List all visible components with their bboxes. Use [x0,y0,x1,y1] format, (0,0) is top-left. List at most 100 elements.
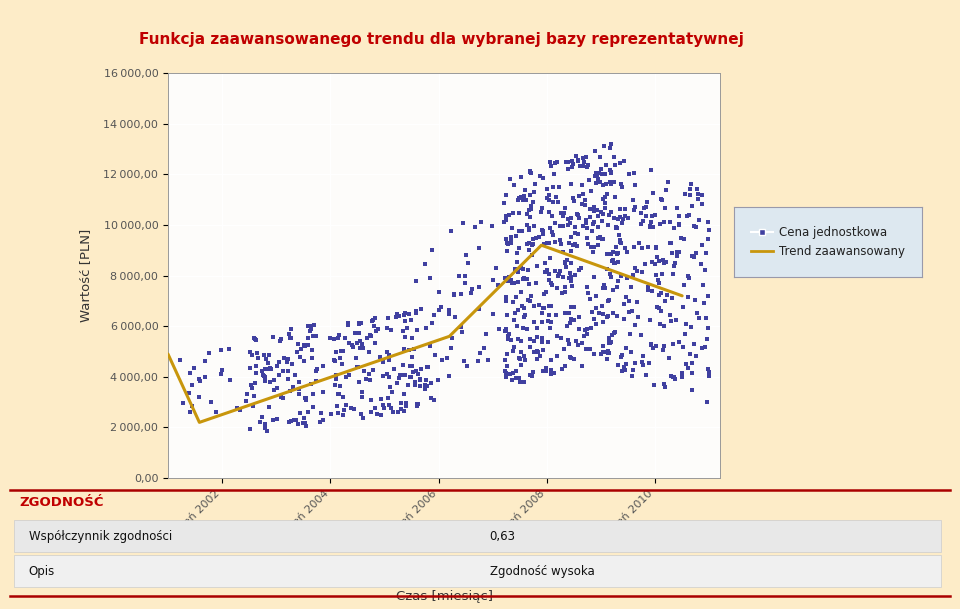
Point [609,248,624,258]
Point [389,378,404,388]
Point [652,290,667,300]
Point [213,345,228,355]
Point [534,208,549,217]
Point [544,227,560,236]
Point [291,378,306,387]
Point [684,201,699,211]
Point [574,361,589,371]
Point [676,234,691,244]
Point [290,339,305,348]
Point [547,266,563,276]
Point [549,283,564,293]
Point [591,168,607,178]
Point [556,247,571,257]
Point [379,347,395,357]
Point [344,340,359,350]
Point [517,185,533,195]
Point [547,158,563,167]
Point [471,243,487,253]
Point [283,416,299,426]
Point [617,244,633,253]
Point [586,242,601,252]
Point [534,334,549,343]
Point [694,240,709,250]
Point [332,381,348,391]
Point [519,209,535,219]
Point [659,290,674,300]
Point [570,156,586,166]
Point [662,238,678,248]
Point [605,256,620,266]
Point [422,342,438,351]
Point [408,306,423,316]
Point [621,307,636,317]
Point [535,225,550,234]
Point [598,180,613,189]
Point [498,324,514,334]
Point [684,385,700,395]
Point [432,305,447,315]
Point [434,355,449,365]
Point [601,348,616,357]
Point [564,213,579,223]
Point [505,347,520,356]
Point [606,247,621,256]
Point [636,203,652,213]
Point [401,309,417,319]
Point [611,214,626,224]
Point [527,188,542,197]
Point [396,326,411,336]
Point [529,332,544,342]
Point [600,311,615,321]
Point [407,344,422,354]
Point [419,375,434,385]
Point [404,372,420,382]
Point [586,247,601,257]
Point [630,267,645,276]
Point [624,347,639,357]
Point [509,321,524,331]
Point [646,343,661,353]
Point [411,370,426,379]
Point [700,291,715,301]
Point [300,340,316,350]
Point [600,220,615,230]
Point [697,266,712,275]
Point [480,355,495,365]
Point [513,377,528,387]
Point [363,395,378,405]
Point [602,339,617,348]
Point [588,171,604,181]
Point [602,338,617,348]
Point [626,205,641,214]
Point [665,270,681,280]
Point [676,302,691,312]
Point [500,238,516,248]
Point [540,337,556,347]
Point [243,363,258,373]
Point [516,274,531,284]
Point [661,353,677,363]
Point [581,160,596,169]
Point [342,338,357,348]
Point [657,342,672,351]
Point [612,237,627,247]
Point [570,155,586,165]
Point [535,308,550,318]
Point [583,344,598,354]
Point [372,353,388,362]
Point [666,261,682,270]
Point [409,399,424,409]
Point [541,238,557,248]
Point [672,247,687,256]
Point [522,212,538,222]
Point [588,319,604,329]
Point [529,234,544,244]
Point [638,202,654,212]
Point [208,407,224,417]
Point [553,220,568,230]
Point [402,361,418,371]
Point [577,325,592,335]
Point [328,375,344,384]
Point [550,197,565,207]
